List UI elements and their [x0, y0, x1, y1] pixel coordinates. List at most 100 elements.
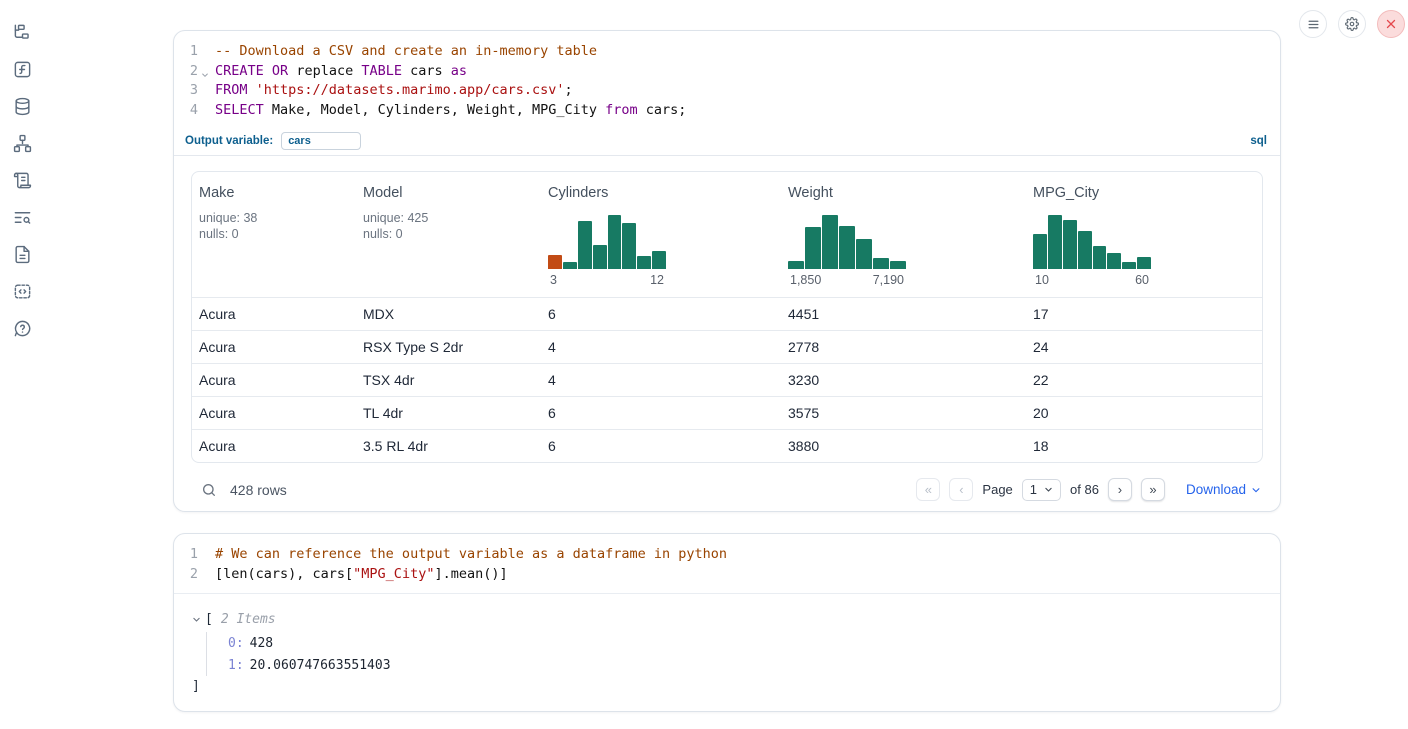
- table-row[interactable]: Acura 3.5 RL 4dr 6 3880 18: [192, 428, 1262, 462]
- line-number: 2: [189, 62, 198, 79]
- list-entry: 1: 20.060747663551403: [228, 654, 1280, 676]
- column-stat: unique: 425: [363, 210, 429, 225]
- histogram-bar: [607, 214, 622, 269]
- chevron-right-icon: ›: [1117, 482, 1123, 498]
- table-row[interactable]: Acura TSX 4dr 4 3230 22: [192, 362, 1262, 396]
- double-chevron-left-icon: «: [924, 482, 933, 498]
- entry-index: 0:: [228, 635, 244, 651]
- window-controls: [1299, 10, 1405, 38]
- histogram-bar: [856, 239, 872, 269]
- hist-max-label: 12: [650, 272, 664, 287]
- histogram-bar: [873, 258, 889, 269]
- histogram-bar: [1122, 261, 1137, 269]
- last-page-button[interactable]: »: [1140, 478, 1165, 502]
- output-variable-row: Output variable: sql: [174, 128, 1280, 156]
- first-page-button[interactable]: «: [916, 478, 941, 502]
- output-variable-label: Output variable:: [185, 135, 274, 148]
- python-comment: # We can reference the output variable a…: [215, 546, 728, 562]
- line-number: 2: [189, 565, 198, 582]
- histogram-bar: [1092, 246, 1107, 269]
- row-count: 428 rows: [230, 481, 287, 498]
- sql-result-table: Make unique: 38 nulls: 0 Model unique: 4…: [174, 156, 1280, 518]
- database-icon[interactable]: [12, 96, 32, 116]
- column-header-cylinders[interactable]: Cylinders 3 12: [548, 184, 666, 287]
- table-row[interactable]: Acura RSX Type S 2dr 4 2778 24: [192, 329, 1262, 363]
- column-header-model[interactable]: Model unique: 425 nulls: 0: [356, 185, 541, 287]
- hamburger-icon: [1308, 20, 1318, 28]
- line-number: 1: [189, 546, 198, 562]
- hist-min-label: 10: [1035, 272, 1049, 287]
- close-bracket: ]: [192, 679, 200, 695]
- cylinders-histogram: 3 12: [548, 214, 666, 287]
- left-sidebar: [0, 0, 44, 729]
- column-header-make[interactable]: Make unique: 38 nulls: 0: [192, 185, 356, 287]
- next-page-button[interactable]: ›: [1107, 478, 1132, 502]
- histogram-bar: [805, 226, 821, 269]
- column-stat: nulls: 0: [199, 227, 239, 242]
- histogram-bar: [562, 261, 577, 269]
- histogram-bar: [1077, 231, 1092, 269]
- histogram-bar: [592, 244, 607, 269]
- page-label: Page: [982, 482, 1013, 498]
- column-header-mpg-city[interactable]: MPG_City 10 60: [1033, 184, 1151, 287]
- settings-button[interactable]: [1338, 10, 1366, 38]
- entry-value: 428: [249, 635, 274, 651]
- entry-index: 1:: [228, 657, 244, 673]
- histogram-bar: [1107, 252, 1122, 269]
- document-icon[interactable]: [12, 244, 32, 264]
- hist-max-label: 7,190: [872, 272, 904, 287]
- open-bracket: [: [205, 612, 213, 628]
- page-select[interactable]: 1: [1021, 478, 1062, 501]
- help-chat-icon[interactable]: [12, 318, 32, 338]
- close-button[interactable]: [1377, 10, 1405, 38]
- output-variable-input[interactable]: [281, 132, 362, 151]
- histogram-bar: [652, 251, 666, 269]
- prev-page-button[interactable]: ‹: [949, 478, 974, 502]
- download-button[interactable]: Download: [1186, 482, 1261, 497]
- line-number: 3: [189, 82, 198, 99]
- code-line: 1 -- Download a CSV and create an in-memo…: [174, 42, 1280, 62]
- search-icon: [203, 483, 215, 496]
- language-badge: sql: [1250, 135, 1267, 148]
- network-icon[interactable]: [12, 133, 32, 153]
- chevron-down-icon: [1252, 488, 1260, 493]
- double-chevron-right-icon: »: [1149, 482, 1157, 498]
- histogram-bar: [890, 261, 906, 269]
- python-code-editor[interactable]: 1 # We can reference the output variable …: [174, 534, 1280, 595]
- histogram-bar: [577, 221, 592, 269]
- table-footer: 428 rows « ‹ Page 1 of 86 › » Download: [191, 470, 1263, 510]
- python-cell: 1 # We can reference the output variable …: [173, 533, 1281, 712]
- function-square-icon[interactable]: [12, 59, 32, 79]
- text-search-icon[interactable]: [12, 207, 32, 227]
- list-entries: 0: 428 1: 20.060747663551403: [206, 632, 1280, 677]
- items-count-label: 2 Items: [220, 612, 276, 628]
- list-entry: 0: 428: [228, 632, 1280, 654]
- sql-comment: -- Download a CSV and create an in-memor…: [215, 43, 598, 59]
- histogram-bar: [839, 225, 855, 269]
- column-stat: nulls: 0: [363, 227, 403, 242]
- table-row[interactable]: Acura TL 4dr 6 3575 20: [192, 395, 1262, 429]
- file-tree-icon[interactable]: [12, 22, 32, 42]
- hist-max-label: 60: [1135, 272, 1149, 287]
- code-line: 2 [len(cars), cars["MPG_City"].mean()]: [174, 565, 1280, 585]
- histogram-bar: [1047, 214, 1062, 269]
- line-number: 1: [189, 43, 198, 59]
- histogram-bar: [1033, 233, 1047, 269]
- menu-button[interactable]: [1299, 10, 1327, 38]
- sql-cell: 1 -- Download a CSV and create an in-memo…: [173, 30, 1281, 512]
- code-line: 4 SELECT Make, Model, Cylinders, Weight, …: [174, 101, 1280, 121]
- line-number: 4: [189, 102, 198, 119]
- search-button[interactable]: [199, 480, 219, 500]
- gear-icon: [1345, 17, 1359, 31]
- table-row[interactable]: Acura MDX 6 4451 17: [192, 296, 1262, 330]
- fold-chevron-icon[interactable]: [201, 66, 209, 86]
- scroll-script-icon[interactable]: [12, 170, 32, 190]
- column-header-weight[interactable]: Weight 1,850 7,190: [788, 184, 906, 287]
- code-line: 3 FROM 'https://datasets.marimo.app/cars.…: [174, 81, 1280, 101]
- collapse-chevron-icon[interactable]: [192, 615, 201, 624]
- python-output: [ 2 Items 0: 428 1: 20.060747663551403 ]: [174, 594, 1280, 694]
- sql-code-editor[interactable]: 1 -- Download a CSV and create an in-memo…: [174, 31, 1280, 128]
- histogram-bar: [822, 214, 838, 269]
- page-total: of 86: [1070, 482, 1099, 498]
- snippets-icon[interactable]: [12, 281, 32, 301]
